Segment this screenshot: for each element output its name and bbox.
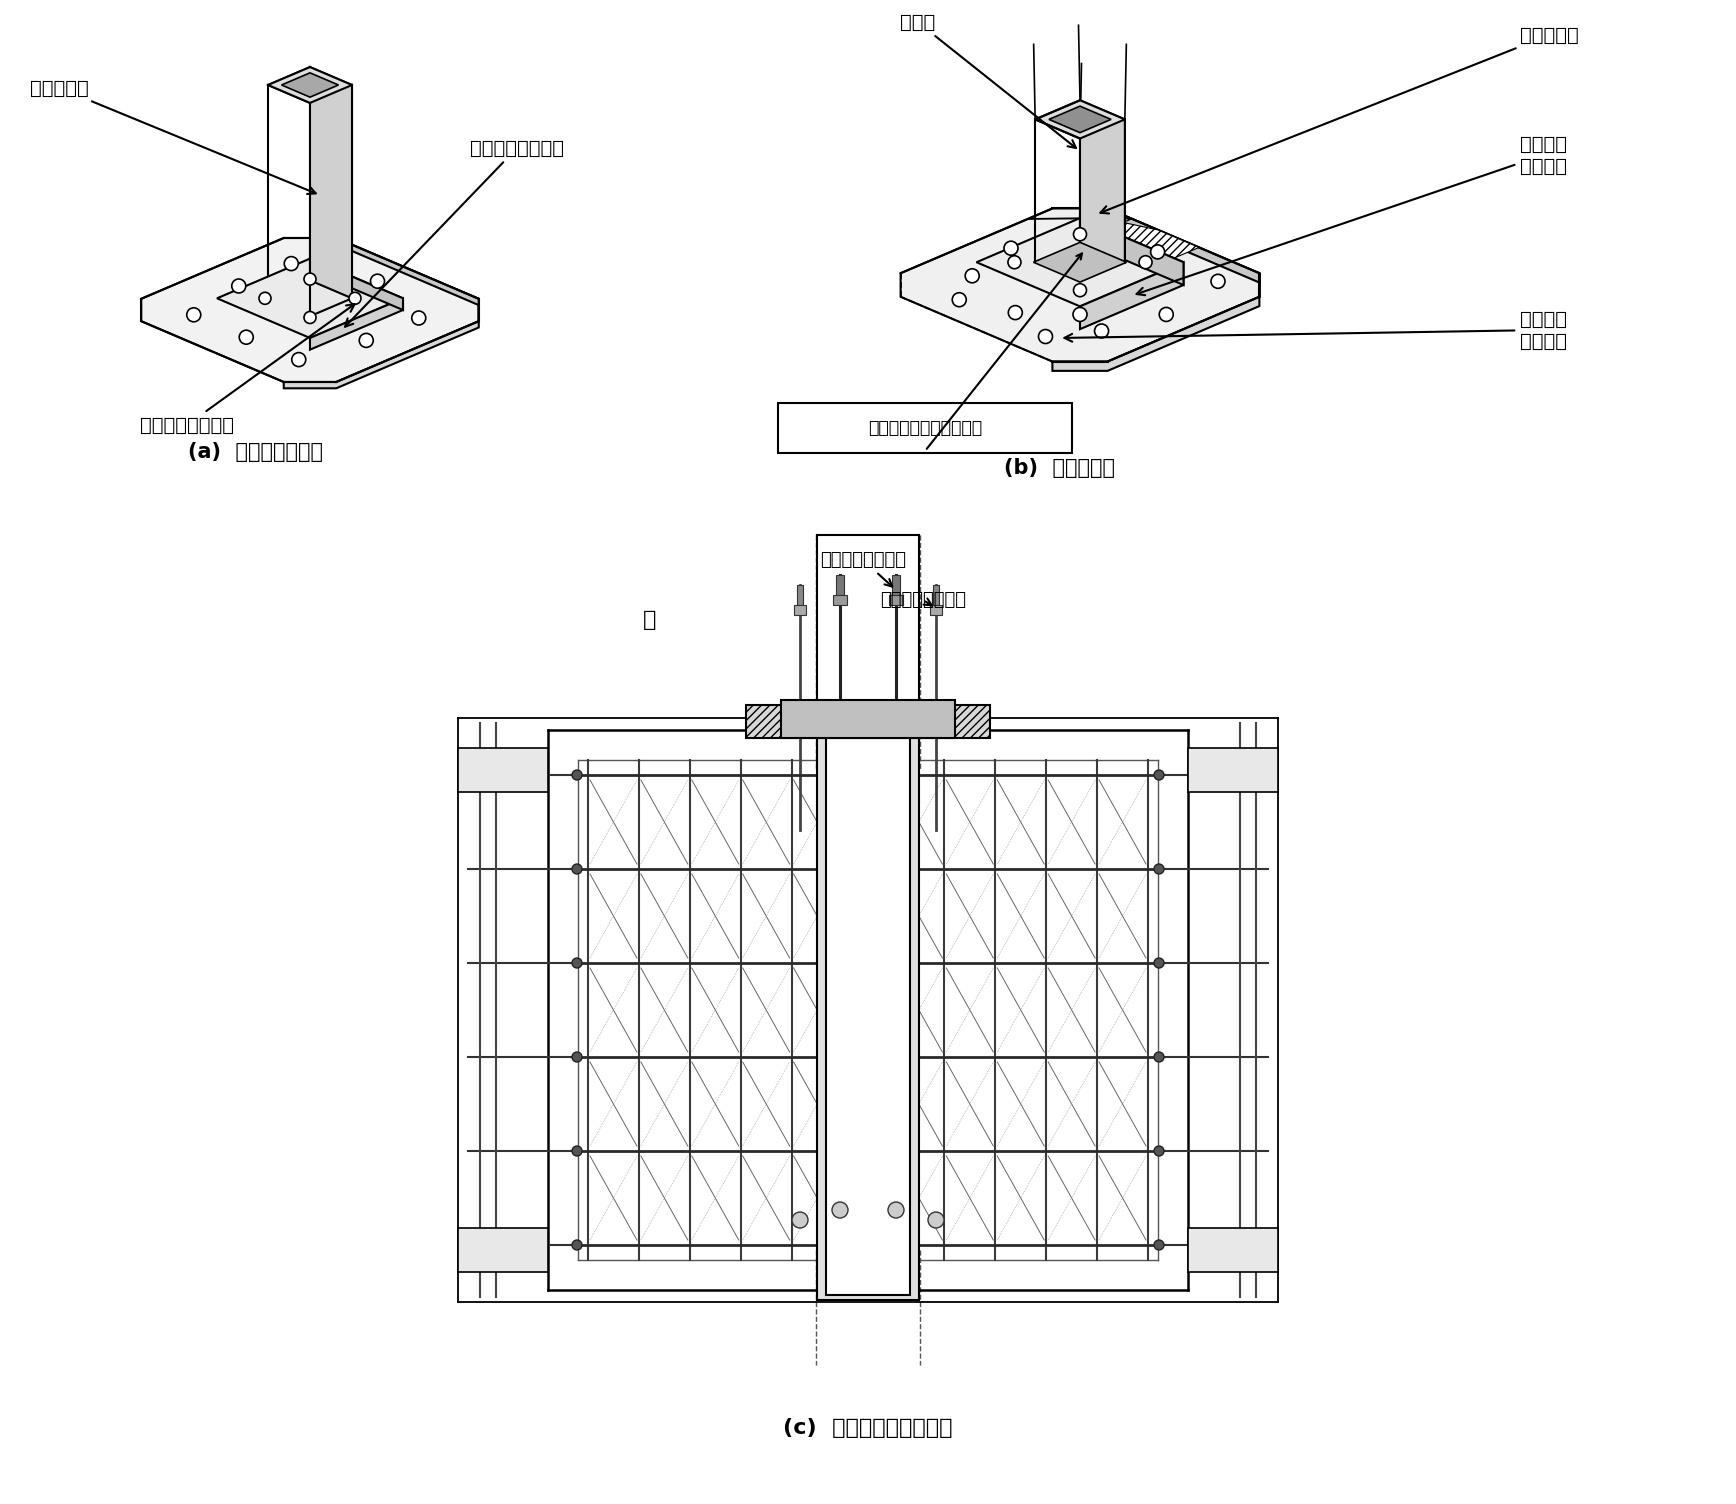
Circle shape bbox=[1082, 220, 1095, 233]
Circle shape bbox=[292, 352, 306, 367]
Polygon shape bbox=[217, 259, 403, 338]
Circle shape bbox=[965, 269, 979, 283]
Circle shape bbox=[571, 770, 582, 781]
Polygon shape bbox=[793, 605, 806, 615]
Text: 内アンカーボルト: 内アンカーボルト bbox=[819, 550, 906, 587]
Circle shape bbox=[285, 257, 299, 271]
Polygon shape bbox=[1080, 119, 1125, 281]
Circle shape bbox=[1073, 284, 1087, 296]
Circle shape bbox=[349, 292, 361, 304]
Circle shape bbox=[1095, 323, 1109, 338]
Polygon shape bbox=[818, 720, 918, 1299]
Circle shape bbox=[1154, 1051, 1165, 1062]
Text: 地震力: 地震力 bbox=[899, 12, 1076, 147]
Polygon shape bbox=[283, 299, 479, 388]
Polygon shape bbox=[781, 699, 955, 738]
Circle shape bbox=[571, 1051, 582, 1062]
Text: 内ベースプレート: 内ベースプレート bbox=[345, 138, 564, 326]
Circle shape bbox=[259, 292, 271, 304]
Text: 外アンカーボルト: 外アンカーボルト bbox=[880, 591, 965, 609]
Circle shape bbox=[1009, 305, 1023, 319]
Polygon shape bbox=[901, 209, 1259, 361]
Circle shape bbox=[571, 958, 582, 969]
Circle shape bbox=[187, 308, 201, 322]
Polygon shape bbox=[1049, 107, 1111, 132]
Circle shape bbox=[370, 274, 384, 289]
Text: (c)  基礎配筋イメージ図: (c) 基礎配筋イメージ図 bbox=[783, 1418, 953, 1438]
Polygon shape bbox=[458, 1227, 549, 1272]
Circle shape bbox=[1154, 958, 1165, 969]
Circle shape bbox=[1160, 307, 1174, 322]
Circle shape bbox=[304, 274, 316, 286]
Circle shape bbox=[1009, 256, 1021, 269]
Circle shape bbox=[1154, 770, 1165, 781]
Circle shape bbox=[359, 334, 373, 347]
Circle shape bbox=[1212, 274, 1226, 289]
Polygon shape bbox=[1028, 218, 1132, 241]
Polygon shape bbox=[1035, 101, 1125, 138]
Circle shape bbox=[240, 331, 253, 344]
Circle shape bbox=[1139, 256, 1153, 269]
Polygon shape bbox=[141, 238, 479, 382]
Text: 角形鈴管柱: 角形鈴管柱 bbox=[30, 78, 316, 194]
Polygon shape bbox=[311, 259, 403, 310]
Circle shape bbox=[231, 280, 247, 293]
Polygon shape bbox=[1080, 262, 1184, 329]
Circle shape bbox=[1073, 227, 1087, 241]
Circle shape bbox=[889, 1202, 904, 1218]
Circle shape bbox=[1154, 1146, 1165, 1157]
Circle shape bbox=[953, 293, 967, 307]
Polygon shape bbox=[892, 575, 899, 596]
Polygon shape bbox=[1187, 1227, 1278, 1272]
Polygon shape bbox=[930, 605, 943, 615]
Polygon shape bbox=[1080, 223, 1200, 269]
Polygon shape bbox=[267, 68, 352, 102]
Polygon shape bbox=[1033, 242, 1127, 283]
Circle shape bbox=[1003, 241, 1017, 256]
Polygon shape bbox=[746, 705, 990, 738]
Polygon shape bbox=[976, 218, 1184, 307]
Polygon shape bbox=[311, 86, 352, 316]
Polygon shape bbox=[837, 575, 844, 596]
Circle shape bbox=[571, 1239, 582, 1250]
Polygon shape bbox=[1052, 274, 1259, 371]
Polygon shape bbox=[889, 596, 903, 605]
Polygon shape bbox=[458, 747, 549, 793]
Text: (a)  複合型露出柱脚: (a) 複合型露出柱脚 bbox=[187, 442, 323, 462]
Circle shape bbox=[571, 863, 582, 874]
Circle shape bbox=[792, 1212, 807, 1227]
Text: 外ベース
プレート: 外ベース プレート bbox=[1064, 310, 1568, 350]
Polygon shape bbox=[797, 585, 804, 605]
Polygon shape bbox=[337, 238, 479, 305]
Text: 外ベースプレート: 外ベースプレート bbox=[141, 304, 354, 435]
Text: 角形鈴管柱: 角形鈴管柱 bbox=[1101, 26, 1578, 214]
Circle shape bbox=[1073, 307, 1087, 322]
Circle shape bbox=[1154, 863, 1165, 874]
Polygon shape bbox=[1080, 101, 1125, 262]
Polygon shape bbox=[1108, 209, 1259, 283]
Circle shape bbox=[929, 1212, 944, 1227]
Circle shape bbox=[304, 311, 316, 323]
Polygon shape bbox=[932, 585, 939, 605]
Polygon shape bbox=[833, 596, 847, 605]
Polygon shape bbox=[826, 725, 910, 1295]
Polygon shape bbox=[281, 72, 339, 98]
Circle shape bbox=[1073, 248, 1087, 263]
Polygon shape bbox=[311, 298, 403, 350]
Text: 内ベース
プレート: 内ベース プレート bbox=[1137, 134, 1568, 295]
Circle shape bbox=[1151, 245, 1165, 259]
Polygon shape bbox=[311, 68, 352, 298]
Text: 柱: 柱 bbox=[644, 611, 656, 630]
Circle shape bbox=[1154, 1239, 1165, 1250]
Text: (b)  プレート部: (b) プレート部 bbox=[1005, 459, 1116, 478]
Circle shape bbox=[571, 1146, 582, 1157]
Circle shape bbox=[411, 311, 425, 325]
FancyBboxPatch shape bbox=[778, 403, 1073, 453]
Polygon shape bbox=[1187, 747, 1278, 793]
Circle shape bbox=[832, 1202, 847, 1218]
Polygon shape bbox=[1080, 218, 1184, 284]
Text: 斜線部を塑性変形させる: 斜線部を塑性変形させる bbox=[868, 420, 983, 438]
Circle shape bbox=[1038, 329, 1052, 343]
